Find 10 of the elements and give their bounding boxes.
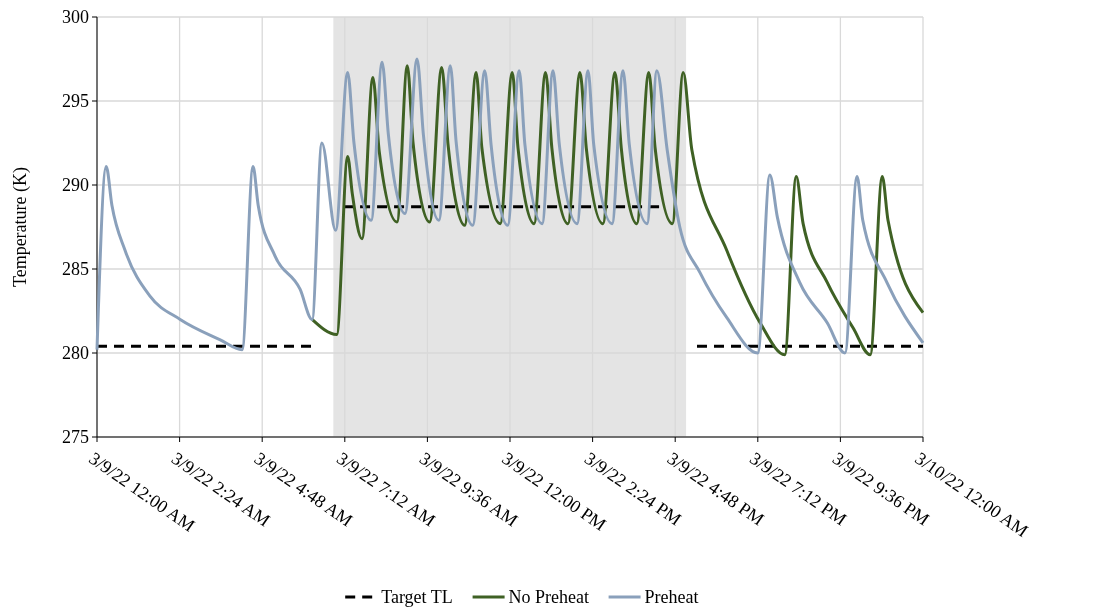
y-tick-label: 290 [62, 175, 89, 196]
legend-label: Preheat [644, 587, 699, 608]
y-axis-title: Temperature (K) [10, 166, 31, 288]
legend-label: No Preheat [508, 587, 590, 608]
y-tick-label: 275 [62, 427, 89, 448]
legend-label: Target TL [381, 587, 453, 608]
y-tick-label: 300 [62, 7, 89, 28]
y-tick-label: 280 [62, 343, 89, 364]
y-tick-label: 295 [62, 91, 89, 112]
y-tick-label: 285 [62, 259, 89, 280]
